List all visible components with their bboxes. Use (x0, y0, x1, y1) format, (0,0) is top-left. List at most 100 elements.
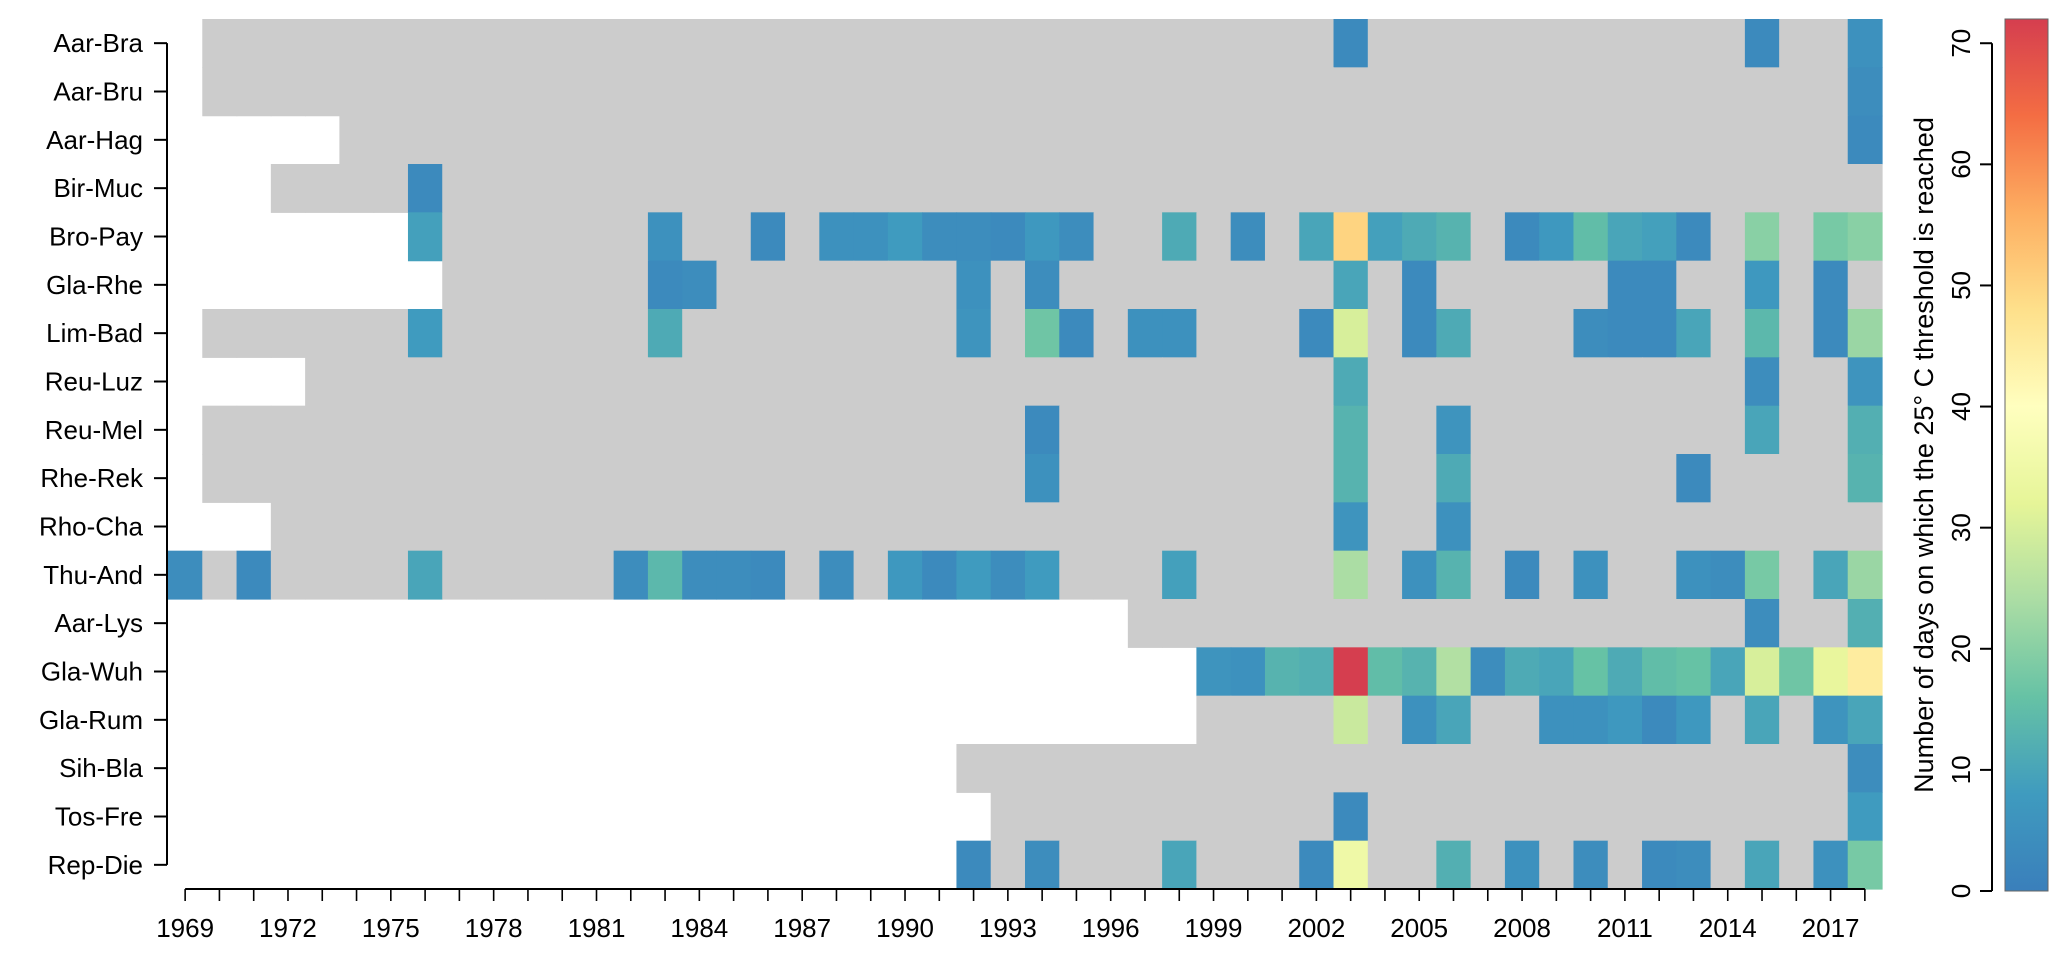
heatmap-cell-Rep-Die-2001 (1264, 840, 1300, 890)
heatmap-cell-Lim-Bad-1997 (1127, 309, 1163, 358)
heatmap-cell-Aar-Bru-2012 (1642, 67, 1677, 117)
heatmap-cell-Lim-Bad-2010 (1573, 309, 1609, 358)
heatmap-cell-Gla-Wuh-2003 (1333, 647, 1369, 697)
heatmap-cell-Reu-Mel-2001 (1264, 405, 1300, 455)
heatmap-cell-Aar-Bra-1997 (1127, 19, 1163, 68)
heatmap-cell-Lim-Bad-2006 (1436, 309, 1472, 358)
heatmap-cell-Aar-Bra-2008 (1504, 19, 1540, 68)
heatmap-cell-Aar-Bra-2016 (1779, 19, 1815, 68)
heatmap-cell-Aar-Bra-1982 (613, 19, 649, 68)
heatmap-cell-Bir-Muc-1975 (373, 164, 409, 213)
heatmap-cell-Aar-Bra-1994 (1025, 19, 1060, 68)
heatmap-cell-Thu-And-2006 (1436, 550, 1472, 600)
heatmap-cell-Bro-Pay-1976 (407, 212, 443, 262)
heatmap-cell-Bro-Pay-2004 (1367, 212, 1403, 262)
heatmap-cell-Rho-Cha-2006 (1436, 502, 1472, 552)
y-tick-label: Gla-Wuh (41, 657, 143, 687)
heatmap-cell-Aar-Bru-1989 (853, 67, 889, 117)
heatmap-cell-Bro-Pay-1982 (613, 212, 649, 262)
heatmap-cell-Tos-Fre-2013 (1676, 792, 1712, 842)
heatmap-cell-Bro-Pay-1993 (990, 212, 1026, 262)
y-tick-label: Gla-Rum (39, 705, 143, 735)
heatmap-cell-Rep-Die-2017 (1813, 840, 1849, 890)
heatmap-cell-Aar-Lys-2007 (1470, 599, 1506, 648)
heatmap-cell-Thu-And-2003 (1333, 550, 1369, 600)
heatmap-cell-Gla-Rhe-2016 (1779, 260, 1815, 310)
heatmap-cell-Tos-Fre-1997 (1127, 792, 1163, 842)
heatmap-cell-Sih-Bla-2007 (1470, 744, 1506, 793)
heatmap-cell-Bir-Muc-2012 (1642, 164, 1677, 213)
heatmap-cell-Aar-Hag-1975 (373, 115, 409, 165)
heatmap-cell-Gla-Rum-2000 (1230, 695, 1266, 745)
heatmap-cell-Aar-Hag-1984 (682, 115, 718, 165)
heatmap-cell-Lim-Bad-1974 (339, 309, 375, 358)
heatmap-cell-Bro-Pay-2009 (1539, 212, 1575, 262)
heatmap-cell-Gla-Rhe-1987 (785, 260, 820, 310)
heatmap-cell-Rhe-Rek-1975 (373, 454, 409, 503)
heatmap-cell-Gla-Rhe-2012 (1642, 260, 1677, 310)
heatmap-cell-Tos-Fre-1994 (1025, 792, 1060, 842)
heatmap-cell-Gla-Wuh-2013 (1676, 647, 1712, 697)
heatmap-cell-Thu-And-1981 (579, 550, 615, 600)
heatmap-cell-Lim-Bad-1980 (545, 309, 580, 358)
heatmap-cell-Thu-And-2007 (1470, 550, 1506, 600)
heatmap-cell-Rho-Cha-1990 (887, 502, 923, 552)
heatmap-cell-Rhe-Rek-1978 (476, 454, 512, 503)
heatmap-cell-Aar-Lys-1997 (1127, 599, 1163, 648)
heatmap-cell-Aar-Hag-2004 (1367, 115, 1403, 165)
heatmap-cell-Aar-Hag-1990 (887, 115, 923, 165)
heatmap-cell-Aar-Bra-2013 (1676, 19, 1712, 68)
heatmap-cell-Gla-Rhe-1982 (613, 260, 649, 310)
heatmap-cell-Thu-And-1975 (373, 550, 409, 600)
heatmap-cell-Reu-Luz-1977 (442, 357, 478, 407)
heatmap-cell-Rep-Die-2008 (1504, 840, 1540, 890)
heatmap-cell-Bir-Muc-2011 (1607, 164, 1643, 213)
heatmap-cell-Tos-Fre-2018 (1847, 792, 1883, 842)
heatmap-cell-Bir-Muc-1973 (305, 164, 340, 213)
heatmap-cell-Bro-Pay-2007 (1470, 212, 1506, 262)
heatmap-cell-Reu-Mel-1985 (716, 405, 752, 455)
heatmap-cell-Reu-Luz-2006 (1436, 357, 1472, 407)
heatmap-cell-Reu-Luz-2002 (1299, 357, 1335, 407)
heatmap-cell-Rhe-Rek-1990 (887, 454, 923, 503)
heatmap-cell-Reu-Luz-1997 (1127, 357, 1163, 407)
heatmap-cell-Reu-Mel-1974 (339, 405, 375, 455)
heatmap-cell-Tos-Fre-2010 (1573, 792, 1609, 842)
heatmap-cell-Gla-Wuh-2017 (1813, 647, 1849, 697)
x-tick-label: 1975 (362, 913, 420, 943)
x-tick-label: 1993 (979, 913, 1037, 943)
heatmap-cell-Lim-Bad-1990 (887, 309, 923, 358)
heatmap-cell-Bro-Pay-1989 (853, 212, 889, 262)
x-tick-label: 2002 (1287, 913, 1345, 943)
heatmap-cell-Thu-And-1986 (750, 550, 786, 600)
heatmap-cell-Aar-Hag-1986 (750, 115, 786, 165)
heatmap-cell-Aar-Bra-1980 (545, 19, 580, 68)
heatmap-cell-Aar-Hag-2009 (1539, 115, 1575, 165)
heatmap-cell-Reu-Mel-1996 (1093, 405, 1129, 455)
heatmap-cell-Lim-Bad-1993 (990, 309, 1026, 358)
heatmap-cell-Reu-Mel-2002 (1299, 405, 1335, 455)
heatmap-cell-Aar-Lys-2004 (1367, 599, 1403, 648)
heatmap-cell-Aar-Bru-1984 (682, 67, 718, 117)
heatmap-cell-Aar-Hag-2010 (1573, 115, 1609, 165)
heatmap-cell-Reu-Luz-1975 (373, 357, 409, 407)
heatmap-cell-Aar-Lys-2016 (1779, 599, 1815, 648)
heatmap-cell-Thu-And-2001 (1264, 550, 1300, 600)
heatmap-cell-Rhe-Rek-1983 (647, 454, 683, 503)
heatmap-cell-Gla-Rum-2014 (1710, 695, 1746, 745)
heatmap-cell-Bro-Pay-1987 (785, 212, 820, 262)
heatmap-cell-Aar-Bra-1987 (785, 19, 820, 68)
heatmap-cell-Aar-Lys-2013 (1676, 599, 1712, 648)
heatmap-cell-Aar-Bra-1995 (1059, 19, 1095, 68)
heatmap-cell-Bro-Pay-2011 (1607, 212, 1643, 262)
heatmap-cell-Aar-Hag-1998 (1162, 115, 1197, 165)
heatmap-cell-Gla-Wuh-1999 (1196, 647, 1232, 697)
heatmap-cell-Sih-Bla-2006 (1436, 744, 1472, 793)
heatmap-cell-Sih-Bla-2008 (1504, 744, 1540, 793)
heatmap-cell-Lim-Bad-1983 (647, 309, 683, 358)
heatmap-cell-Reu-Luz-2003 (1333, 357, 1369, 407)
heatmap-cell-Aar-Hag-2018 (1847, 115, 1883, 165)
heatmap-cell-Sih-Bla-2015 (1744, 744, 1780, 793)
heatmap-cell-Aar-Bru-1994 (1025, 67, 1060, 117)
heatmap-cell-Aar-Bru-1992 (956, 67, 992, 117)
